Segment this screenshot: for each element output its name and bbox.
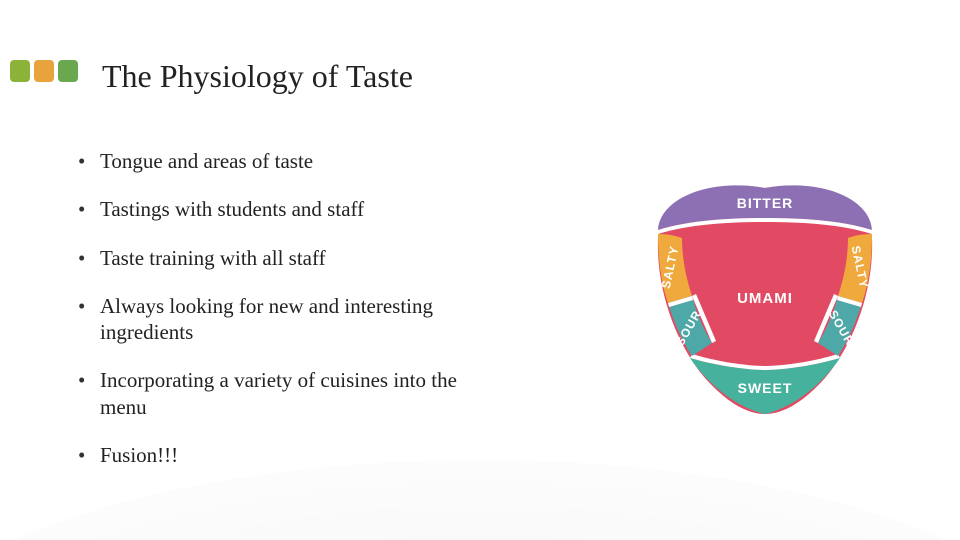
sweet-label: SWEET [738, 380, 793, 396]
umami-label: UMAMI [737, 290, 793, 307]
bullet-list: Tongue and areas of taste Tastings with … [78, 148, 488, 490]
bullet-item: Tongue and areas of taste [78, 148, 488, 174]
deco-square-2 [34, 60, 54, 82]
bullet-item: Tastings with students and staff [78, 196, 488, 222]
slide-title: The Physiology of Taste [102, 58, 413, 95]
decorative-squares [10, 60, 78, 82]
bullet-item: Always looking for new and interesting i… [78, 293, 488, 346]
taste-map-svg: BITTER UMAMI SWEET SALTY SOUR SALTY SOUR [640, 168, 890, 418]
bullet-item: Incorporating a variety of cuisines into… [78, 367, 488, 420]
taste-map-diagram: BITTER UMAMI SWEET SALTY SOUR SALTY SOUR [640, 168, 890, 418]
deco-square-3 [58, 60, 78, 82]
deco-square-1 [10, 60, 30, 82]
bullet-item: Taste training with all staff [78, 245, 488, 271]
bitter-label: BITTER [737, 195, 794, 211]
slide: The Physiology of Taste Tongue and areas… [0, 0, 960, 540]
